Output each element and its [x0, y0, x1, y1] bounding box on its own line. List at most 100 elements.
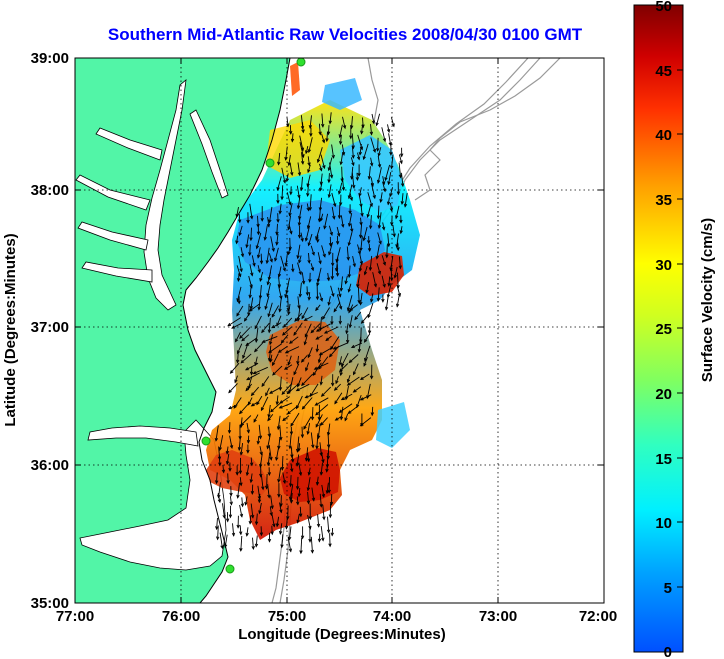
velocity-vector-head — [282, 417, 286, 422]
velocity-vector — [387, 233, 390, 247]
velocity-vector — [320, 375, 323, 385]
velocity-vector — [242, 343, 249, 359]
velocity-vector — [276, 234, 279, 245]
velocity-vector-head — [228, 406, 233, 410]
velocity-vector — [270, 354, 273, 362]
velocity-vector-head — [297, 447, 301, 452]
velocity-vector-head — [319, 297, 324, 302]
velocity-vector-head — [282, 324, 287, 328]
velocity-vector — [370, 137, 376, 153]
velocity-vector — [305, 447, 309, 461]
velocity-vector-head — [396, 247, 400, 252]
velocity-vector-head — [389, 267, 393, 272]
velocity-vector — [281, 383, 293, 395]
velocity-vector — [352, 256, 356, 267]
velocity-vector-head — [360, 320, 365, 324]
velocity-vector — [288, 154, 291, 166]
velocity-vector — [285, 252, 288, 266]
velocity-vector — [249, 244, 251, 256]
velocity-vector-head — [303, 317, 308, 321]
velocity-vector-head — [316, 159, 321, 164]
velocity-vector-head — [300, 434, 305, 439]
velocity-vector-head — [338, 409, 343, 413]
velocity-vector-head — [305, 367, 309, 372]
velocity-vector-head — [311, 497, 316, 502]
velocity-vector-head — [366, 214, 370, 219]
velocity-vector — [319, 183, 323, 191]
velocity-vector — [291, 452, 294, 462]
velocity-vector-head — [248, 252, 252, 257]
velocity-vector-head — [256, 231, 261, 236]
velocity-vector-head — [267, 414, 271, 419]
velocity-vector-head — [266, 293, 270, 298]
velocity-vector — [301, 307, 309, 319]
velocity-vector — [370, 182, 376, 199]
velocity-vector — [328, 157, 333, 171]
velocity-vector-head — [240, 503, 245, 508]
velocity-vector-head — [315, 336, 320, 340]
velocity-vector-head — [245, 342, 250, 347]
velocity-vector — [331, 144, 335, 158]
velocity-vector — [240, 247, 244, 257]
velocity-vector-head — [298, 259, 302, 264]
velocity-vector-head — [397, 293, 402, 297]
velocity-vector — [281, 334, 289, 344]
velocity-vector-head — [280, 339, 285, 344]
velocity-vector — [251, 401, 258, 407]
velocity-vector — [246, 527, 249, 536]
velocity-vector — [278, 345, 288, 353]
velocity-vector — [287, 245, 291, 255]
velocity-vector-head — [275, 523, 280, 528]
velocity-vector — [246, 234, 250, 248]
velocity-vector — [404, 192, 408, 207]
velocity-vector — [258, 295, 261, 310]
velocity-vector — [268, 426, 270, 437]
velocity-vector — [279, 502, 282, 513]
velocity-vector — [301, 152, 304, 164]
velocity-vector-head — [261, 486, 265, 491]
velocity-vector — [390, 117, 395, 127]
velocity-vector — [333, 302, 341, 312]
y-tick-label: 36:00 — [31, 457, 69, 474]
velocity-vector — [249, 283, 252, 298]
velocity-vector — [291, 264, 294, 272]
velocity-vector — [299, 142, 304, 158]
velocity-vector-head — [295, 387, 300, 392]
velocity-vector — [310, 536, 313, 553]
velocity-vector-head — [296, 501, 300, 506]
velocity-vector-head — [352, 184, 356, 189]
velocity-vector-head — [372, 149, 377, 153]
velocity-vector — [266, 247, 270, 264]
velocity-vector-head — [276, 219, 280, 224]
x-tick-label: 75:00 — [268, 608, 306, 625]
velocity-vector-head — [332, 346, 337, 350]
velocity-vector-head — [319, 381, 323, 386]
velocity-vector — [324, 326, 339, 334]
velocity-vector-head — [315, 348, 319, 353]
velocity-vector — [360, 206, 363, 216]
velocity-vector-head — [347, 274, 351, 279]
velocity-vector — [289, 162, 293, 176]
velocity-vector — [351, 145, 354, 158]
velocity-vector — [346, 323, 349, 334]
velocity-vector — [307, 183, 309, 197]
velocity-vector — [318, 354, 322, 363]
velocity-vector-head — [337, 232, 341, 238]
velocity-vector-head — [239, 268, 243, 273]
velocity-vector-head — [356, 283, 360, 289]
velocity-vector — [296, 436, 300, 452]
velocity-vector-head — [290, 422, 294, 427]
velocity-vector-head — [279, 400, 284, 404]
velocity-vector-head — [272, 523, 276, 528]
velocity-vector-head — [327, 301, 331, 306]
velocity-vector-head — [252, 262, 256, 267]
velocity-vector-head — [268, 349, 272, 354]
velocity-vector-head — [385, 254, 389, 259]
velocity-vector — [281, 455, 284, 470]
velocity-vector — [235, 331, 241, 342]
velocity-vector — [239, 504, 243, 517]
velocity-vector-head — [306, 207, 310, 212]
velocity-vector — [290, 492, 293, 503]
velocity-vector — [321, 113, 324, 127]
